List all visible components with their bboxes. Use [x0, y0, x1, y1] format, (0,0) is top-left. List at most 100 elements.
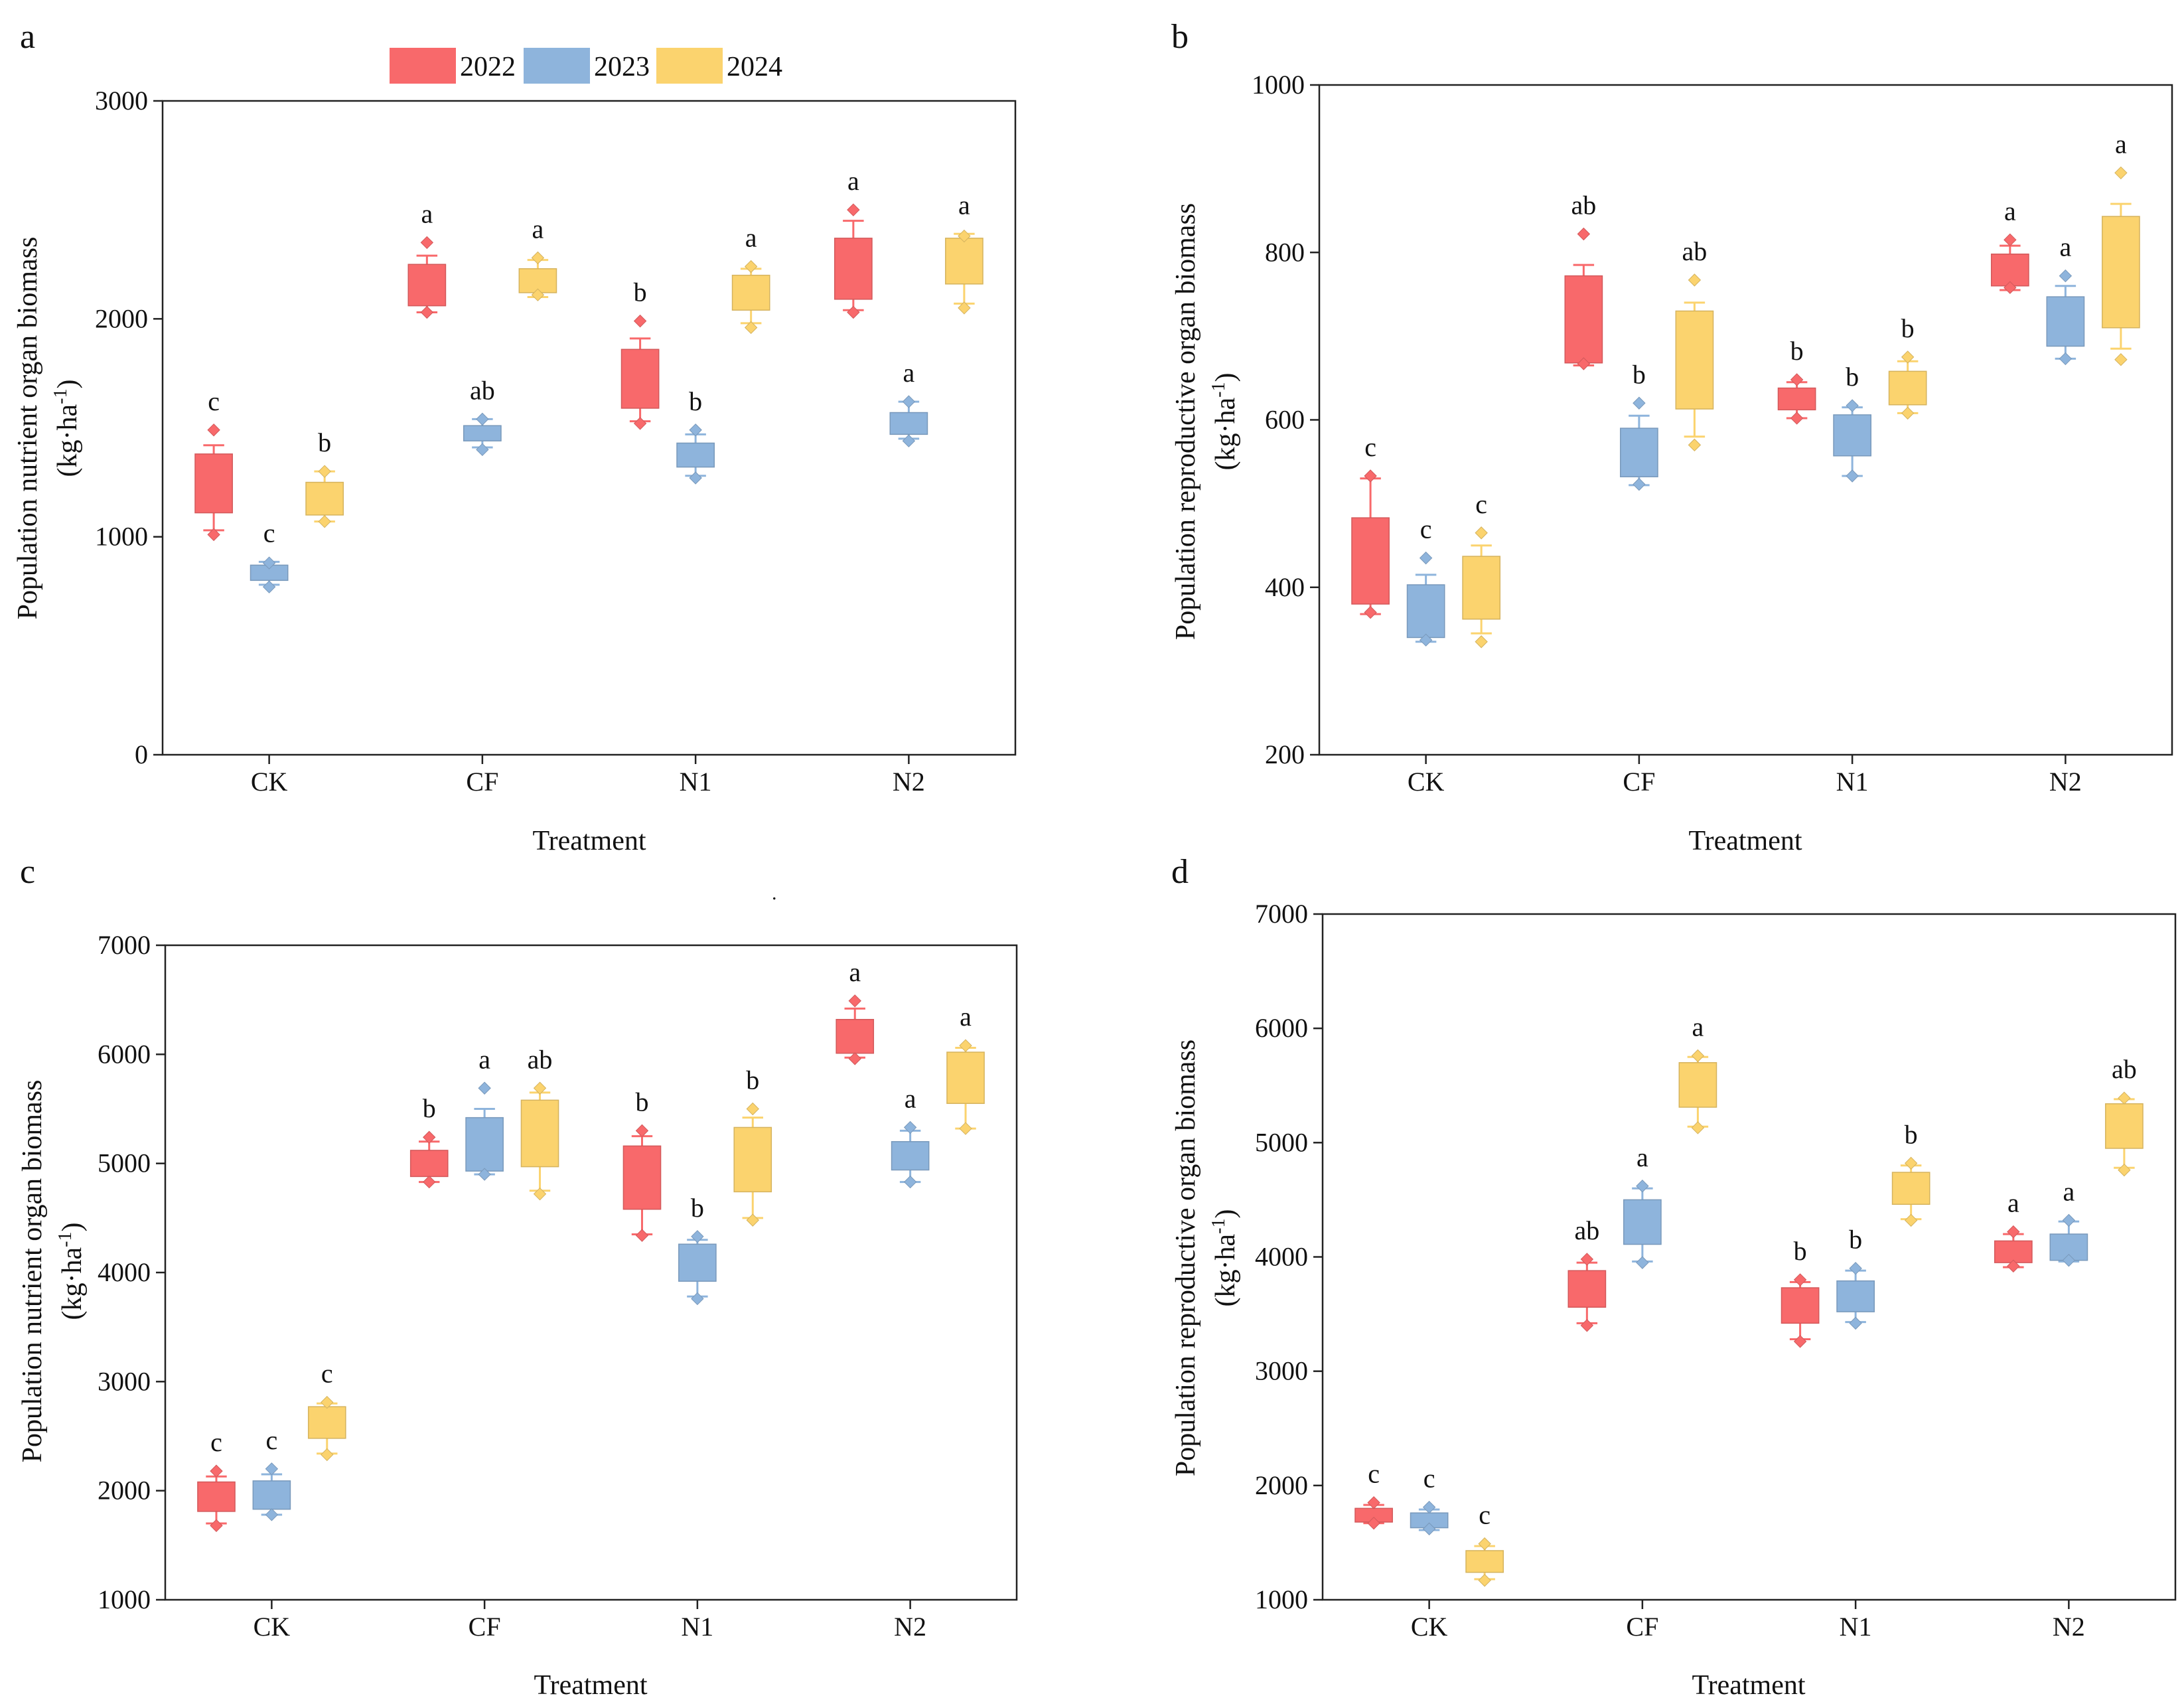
extreme-point	[1688, 438, 1702, 452]
extreme-point	[2007, 1259, 2020, 1273]
plot-area-c: 1000 2000 3000 4000 5000 6000 7000 CK CF N1 N2 c b b a…	[98, 930, 1018, 1642]
extreme-point	[1636, 1256, 1649, 1269]
box-2023-n1: b	[678, 1193, 717, 1306]
extreme-point	[847, 305, 860, 319]
significance-label: b	[634, 277, 647, 307]
box-body	[197, 1481, 236, 1512]
extreme-point	[1633, 396, 1646, 410]
extreme-point	[689, 424, 702, 437]
significance-label: a	[2115, 129, 2127, 159]
extreme-point	[1419, 633, 1433, 647]
box-body	[1462, 556, 1501, 620]
box-2024-n1: b	[1888, 313, 1927, 420]
y-axis-unit-sup-d: -1	[1208, 1219, 1229, 1234]
significance-label: a	[847, 166, 859, 196]
legend: 2022 2023 2024	[390, 48, 782, 84]
extreme-point	[958, 301, 971, 315]
significance-label: b	[1905, 1119, 1918, 1149]
box-2022-ck: c	[1351, 432, 1390, 619]
extreme-point	[635, 1124, 649, 1138]
extreme-point	[691, 1292, 704, 1306]
y-tick-label: 800	[1265, 237, 1305, 267]
y-axis-unit-d: (kg·ha-1)	[1208, 1209, 1242, 1307]
x-tick-label-n1: N1	[680, 767, 712, 797]
x-tick-label-n1: N1	[1836, 767, 1869, 797]
box-body	[307, 1406, 346, 1439]
y-tick-label: 400	[1265, 572, 1305, 602]
box-2022-cf: b	[409, 1093, 449, 1189]
box-2022-n2: a	[1994, 1188, 2033, 1273]
y-tick-label: 2000	[98, 1476, 151, 1506]
y-tick-label: 7000	[98, 930, 151, 960]
box-2022-n1: b	[620, 277, 660, 430]
extreme-point	[746, 1102, 759, 1116]
extreme-point	[207, 528, 220, 542]
box-2022-n2: a	[834, 166, 873, 319]
y-tick-label: 600	[1265, 405, 1305, 435]
box-2022-cf: a	[407, 198, 447, 319]
extreme-point	[207, 424, 220, 437]
box-2023-n2: a	[891, 1083, 930, 1189]
box-2022-cf: ab	[1564, 191, 1603, 370]
box-body	[1620, 427, 1658, 478]
extreme-point	[420, 236, 434, 250]
box-body	[1891, 1172, 1930, 1205]
extreme-point	[744, 260, 758, 273]
x-tick-label-ck: CK	[1408, 767, 1445, 797]
extreme-point	[1904, 1213, 1918, 1227]
extreme-point	[476, 412, 489, 426]
extreme-point	[420, 305, 434, 319]
panel-letter-b: b	[1171, 18, 1189, 56]
extreme-point	[265, 1462, 279, 1476]
box-2024-n2: a	[946, 1002, 985, 1135]
significance-label: b	[746, 1065, 759, 1095]
box-body	[620, 348, 660, 409]
box-2023-n1: b	[1833, 362, 1871, 483]
y-tick-label: 2000	[95, 303, 148, 333]
extreme-point	[1901, 406, 1915, 420]
y-tick-label: 5000	[98, 1148, 151, 1178]
panel-a: a Population nutrient organ biomass (kg·…	[13, 18, 1017, 856]
significance-label: a	[2059, 232, 2071, 262]
extreme-point	[1901, 350, 1915, 364]
box-2023-n2: a	[889, 358, 928, 447]
x-tick-label-ck: CK	[251, 767, 288, 797]
significance-label: c	[321, 1359, 333, 1389]
extreme-point	[902, 434, 916, 447]
extreme-point	[1577, 227, 1591, 241]
panel-b: b Population reproductive organ biomass …	[1171, 18, 2173, 856]
extreme-point	[1580, 1319, 1594, 1332]
extreme-point	[958, 229, 971, 243]
extreme-point	[1691, 1049, 1705, 1063]
significance-label: a	[478, 1044, 490, 1074]
significance-label: c	[1368, 1459, 1380, 1489]
extreme-point	[959, 1039, 972, 1052]
y-axis-unit-a: (kg·ha-1)	[50, 380, 84, 477]
box-2024-n1: b	[733, 1065, 772, 1227]
box-body	[1406, 584, 1445, 639]
x-tick-label-ck: CK	[254, 1612, 291, 1642]
legend-swatch-2022	[390, 48, 456, 84]
extreme-point	[1364, 469, 1377, 483]
box-body	[1781, 1287, 1820, 1324]
extreme-point	[478, 1081, 491, 1095]
box-body	[891, 1141, 930, 1171]
extreme-point	[423, 1130, 436, 1144]
significance-label: c	[1479, 1500, 1491, 1530]
legend-swatch-2023	[524, 48, 590, 84]
extreme-point	[265, 1508, 279, 1521]
y-tick-label: 2000	[1255, 1470, 1308, 1500]
extreme-point	[2118, 1163, 2131, 1177]
stray-mark: .	[772, 882, 777, 904]
extreme-point	[1475, 526, 1488, 540]
significance-label: a	[532, 214, 544, 244]
box-body	[1567, 1270, 1607, 1308]
extreme-point	[1577, 357, 1591, 370]
x-tick-label-cf: CF	[469, 1612, 501, 1642]
extreme-point	[2062, 1213, 2076, 1227]
extreme-point	[635, 1229, 649, 1242]
extreme-point	[2007, 1225, 2020, 1239]
extreme-point	[262, 556, 276, 570]
y-axis-unit-suffix-c: )	[57, 1223, 88, 1232]
